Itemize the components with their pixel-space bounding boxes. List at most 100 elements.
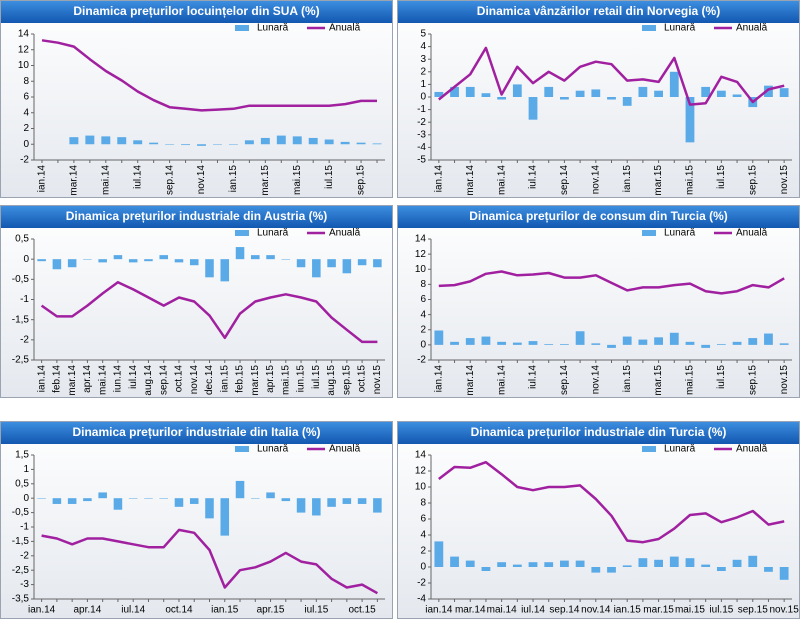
x-tick-label: nov.14 (590, 365, 601, 395)
legend-swatch (642, 25, 656, 31)
bar (52, 498, 62, 504)
bar (528, 562, 538, 567)
bar (779, 88, 789, 97)
x-tick-label: dec.14 (204, 365, 215, 395)
bar (296, 259, 306, 268)
legend-label: Lunară (664, 23, 696, 34)
bar (83, 259, 92, 260)
bar (113, 255, 123, 260)
bar (575, 331, 585, 345)
bar (701, 564, 711, 567)
x-tick-label: sep.14 (164, 165, 175, 195)
y-tick-label: 6 (420, 514, 426, 525)
bar (748, 338, 758, 345)
x-tick-label: ian.15 (622, 365, 633, 393)
x-tick-label: apr.14 (82, 365, 93, 393)
x-tick-label: mar.15 (250, 365, 261, 396)
bar (450, 86, 459, 97)
bar (434, 330, 444, 345)
bar (716, 344, 726, 345)
bar (213, 144, 222, 145)
x-tick-label: mai.14 (487, 605, 517, 616)
bar (716, 90, 726, 97)
bar (373, 498, 382, 513)
bar (779, 567, 789, 580)
x-tick-label: mar.14 (67, 365, 78, 396)
x-tick-label: sep.14 (549, 605, 579, 616)
bar (591, 567, 601, 573)
y-tick-label: 6 (23, 92, 29, 103)
bar (654, 90, 663, 97)
bar (37, 498, 46, 499)
bar (251, 498, 260, 499)
x-tick-label: apr.15 (265, 365, 276, 393)
y-tick-label: 1 (23, 464, 29, 475)
bar (544, 562, 554, 567)
bar (174, 259, 184, 263)
x-tick-label: iul.15 (716, 365, 727, 389)
bar (575, 560, 585, 567)
bar (296, 498, 306, 513)
bar (266, 492, 275, 499)
x-tick-label: sep.15 (747, 165, 758, 195)
bar (281, 259, 291, 260)
y-tick-label: -1 (417, 104, 426, 115)
bar (638, 86, 648, 97)
bar (67, 498, 77, 504)
x-tick-label: iul.15 (716, 165, 727, 189)
bar (669, 332, 679, 345)
bar (450, 341, 459, 345)
x-tick-label: mai.15 (280, 365, 291, 395)
x-tick-label: iul.14 (528, 165, 539, 189)
y-tick-label: -2,5 (12, 565, 30, 576)
x-tick-label: feb.14 (52, 365, 63, 393)
x-tick-label: aug.15 (326, 365, 337, 396)
y-tick-label: 0,5 (15, 478, 29, 489)
x-tick-label: mai.14 (496, 365, 507, 395)
y-tick-label: -4 (417, 594, 426, 605)
y-tick-label: 0 (420, 92, 426, 103)
bar (149, 142, 159, 145)
y-tick-label: -1,5 (12, 536, 30, 547)
bar (327, 259, 336, 268)
bar (528, 97, 538, 120)
bar (481, 567, 491, 571)
bar (622, 97, 632, 106)
bar (67, 259, 77, 268)
bar (779, 343, 789, 345)
bar (159, 498, 168, 499)
x-tick-label: mar.15 (653, 365, 664, 396)
y-tick-label: 8 (23, 76, 29, 87)
bar (434, 91, 444, 97)
y-tick-label: 2 (420, 324, 426, 335)
x-tick-label: sep.15 (738, 605, 768, 616)
bar (144, 498, 153, 499)
x-tick-label: sep.14 (559, 165, 570, 195)
y-tick-label: 0 (23, 254, 29, 265)
chart-panel: Dinamica prețurilor industriale din Aust… (0, 205, 393, 398)
y-tick-label: -1 (20, 294, 29, 305)
x-tick-label: nov.14 (196, 165, 207, 195)
y-tick-label: -1 (20, 522, 29, 533)
x-tick-label: mar.15 (260, 165, 271, 196)
x-tick-label: mai.15 (675, 605, 705, 616)
bar (685, 558, 695, 567)
y-tick-label: 1,5 (15, 450, 29, 461)
bar (497, 97, 507, 100)
bar (669, 556, 679, 567)
bar (220, 498, 230, 536)
bar (197, 144, 206, 146)
bar (37, 259, 46, 262)
y-tick-label: 10 (415, 264, 427, 275)
bar (235, 480, 245, 499)
bar (748, 555, 758, 567)
x-tick-label: nov.15 (770, 605, 800, 616)
bar (701, 344, 711, 348)
bar (575, 90, 585, 97)
bar (465, 560, 475, 567)
bar (607, 567, 616, 573)
bar (685, 97, 695, 143)
x-tick-label: sep.14 (559, 365, 570, 395)
bar (638, 558, 648, 567)
